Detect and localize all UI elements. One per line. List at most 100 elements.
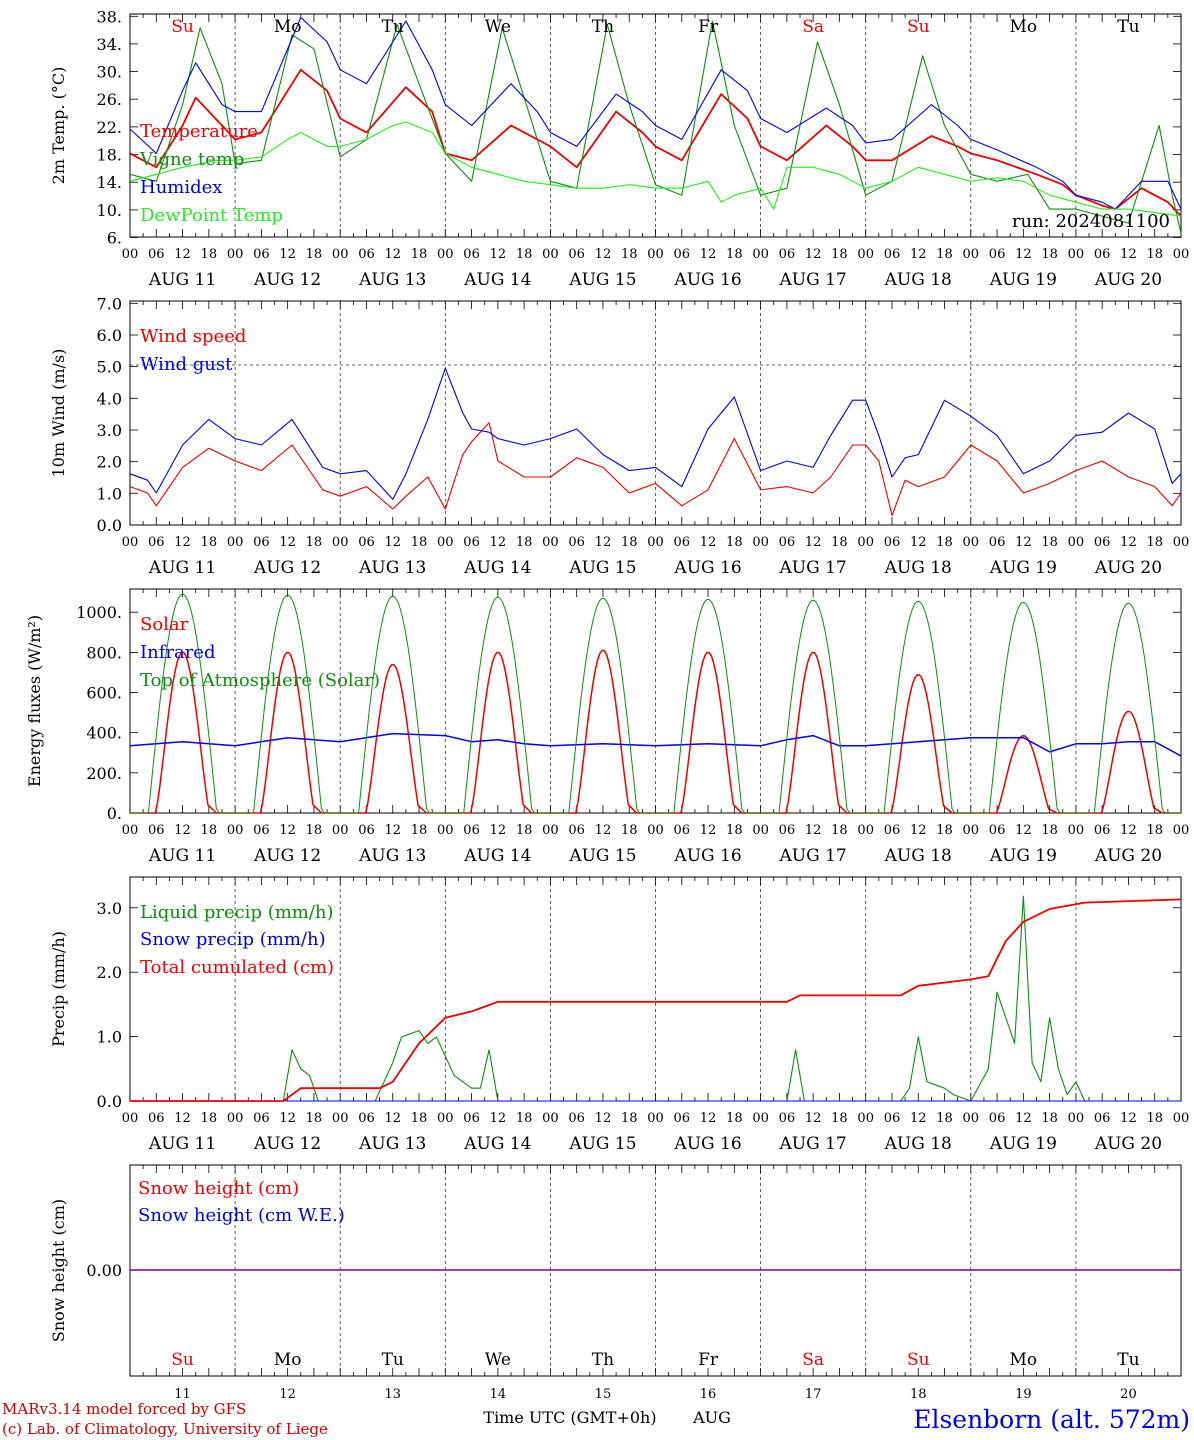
panel2-hour-label: 18 (936, 535, 953, 550)
panel3-hour-label: 00 (963, 823, 980, 838)
panel2-hour-label: 00 (332, 535, 349, 550)
panel1-hour-label: 18 (621, 247, 638, 262)
panel3-date-label: AUG 12 (253, 846, 321, 866)
panel3-hour-label: 06 (148, 823, 165, 838)
panel4-hour-label: 06 (1094, 1111, 1111, 1126)
panel2-date-label: AUG 16 (673, 558, 741, 578)
day-name-top: Th (592, 17, 614, 37)
panel4-hour-label: 00 (1173, 1111, 1190, 1126)
panel1-legend-entry: DewPoint Temp (140, 205, 283, 226)
panel1-hour-label: 00 (963, 247, 980, 262)
panel3-hour-label: 12 (1015, 823, 1032, 838)
panel1-hour-label: 12 (384, 247, 401, 262)
panel3-hour-label: 18 (1041, 823, 1058, 838)
day-name-top: We (485, 17, 511, 37)
panel1-ytick-label: 22. (97, 118, 122, 137)
panel3-hour-label: 18 (621, 823, 638, 838)
wind-speed-line (129, 422, 1182, 516)
panel3-hour-label: 00 (1068, 823, 1085, 838)
panel1-hour-label: 18 (411, 247, 428, 262)
footer-model: MARv3.14 model forced by GFS (2, 1400, 246, 1418)
panel2-frame (129, 300, 1182, 526)
panel1-hour-label: 06 (884, 247, 901, 262)
bottom-day-number: 12 (279, 1387, 296, 1402)
panel3-hour-label: 12 (595, 823, 612, 838)
panel3-legend-entry: Infrared (140, 642, 215, 663)
panel1-date-label: AUG 16 (673, 270, 741, 290)
panel5-ytick-label: 0.00 (86, 1261, 122, 1280)
panel3-ytick-label: 600. (86, 684, 122, 703)
panel3-ytick-label: 200. (86, 764, 122, 783)
panel1-hour-label: 00 (1068, 247, 1085, 262)
panel3-hour-label: 18 (1146, 823, 1163, 838)
panel1-hour-label: 06 (674, 247, 691, 262)
total-cumulated-line (130, 898, 1182, 1102)
vigne-temp-line (129, 20, 1182, 234)
panel2-hour-label: 00 (437, 535, 454, 550)
bottom-day-number: 15 (595, 1387, 612, 1402)
panel2-hour-label: 06 (253, 535, 270, 550)
panel4-legend-entry: Snow precip (mm/h) (140, 929, 326, 950)
panel2-hour-label: 12 (1015, 535, 1032, 550)
panel1-hour-label: 12 (805, 247, 822, 262)
panel1-hour-label: 12 (1015, 247, 1032, 262)
panel3-ytick-label: 800. (86, 643, 122, 662)
panel2-hour-label: 12 (384, 535, 401, 550)
day-name-bottom: Th (592, 1350, 614, 1370)
panel4-hour-label: 18 (1041, 1111, 1058, 1126)
panel4-hour-label: 00 (437, 1111, 454, 1126)
panel2-date-label: AUG 11 (148, 558, 216, 578)
day-name-top: Mo (1010, 17, 1038, 37)
panel2-ytick-label: 3.0 (97, 421, 122, 440)
panel3-hour-label: 06 (253, 823, 270, 838)
panel3-hour-label: 00 (437, 823, 454, 838)
panel3-y-axis-title: Energy fluxes (W/m²) (25, 615, 44, 787)
panel4-hour-label: 06 (674, 1111, 691, 1126)
panel4-hour-label: 12 (384, 1111, 401, 1126)
panel2-hour-label: 00 (963, 535, 980, 550)
panel3-date-label: AUG 20 (1094, 846, 1162, 866)
panel2-hour-label: 06 (884, 535, 901, 550)
panel1-hour-label: 18 (1146, 247, 1163, 262)
panel3-ytick-label: 0. (107, 804, 122, 823)
panel3-hour-label: 00 (857, 823, 874, 838)
panel4-legend-entry: Total cumulated (cm) (140, 957, 334, 978)
bottom-day-number: 17 (805, 1387, 822, 1402)
panel2-date-label: AUG 14 (463, 558, 531, 578)
panel2-ytick-label: 4.0 (97, 389, 122, 408)
panel4-date-label: AUG 16 (673, 1134, 741, 1154)
panel1-hour-label: 06 (253, 247, 270, 262)
panel1-hour-label: 00 (542, 247, 559, 262)
panel4-hour-label: 18 (306, 1111, 323, 1126)
month-label: AUG (692, 1408, 731, 1427)
panel2-hour-label: 12 (174, 535, 191, 550)
panel1-hour-label: 06 (1094, 247, 1111, 262)
panel3-hour-label: 06 (884, 823, 901, 838)
panel2-ytick-label: 6.0 (97, 326, 122, 345)
day-name-top: Sa (802, 17, 824, 37)
panel2-hour-label: 00 (542, 535, 559, 550)
panel3-hour-label: 06 (989, 823, 1006, 838)
panel4-hour-label: 18 (621, 1111, 638, 1126)
panel2-hour-label: 12 (490, 535, 507, 550)
panel3-hour-label: 00 (332, 823, 349, 838)
wind-gust-line (129, 367, 1182, 500)
panel3-hour-label: 06 (463, 823, 480, 838)
panel1-hour-label: 12 (1120, 247, 1137, 262)
panel2-hour-label: 18 (516, 535, 533, 550)
panel3-ytick-label: 400. (86, 724, 122, 743)
panel4-hour-label: 00 (963, 1111, 980, 1126)
panel1-date-label: AUG 13 (358, 270, 426, 290)
panel3-hour-label: 00 (647, 823, 664, 838)
panel4-hour-label: 12 (1120, 1111, 1137, 1126)
panel1-date-label: AUG 12 (253, 270, 321, 290)
panel4-hour-label: 00 (332, 1111, 349, 1126)
panel3-hour-label: 00 (227, 823, 244, 838)
day-name-bottom: Fr (698, 1350, 719, 1370)
day-name-bottom: Su (907, 1350, 930, 1370)
panel3-hour-label: 00 (1173, 823, 1190, 838)
panel2-hour-label: 18 (621, 535, 638, 550)
panel1-hour-label: 12 (700, 247, 717, 262)
panel2-hour-label: 06 (358, 535, 375, 550)
panel2-y-axis-title: 10m Wind (m/s) (49, 349, 68, 478)
